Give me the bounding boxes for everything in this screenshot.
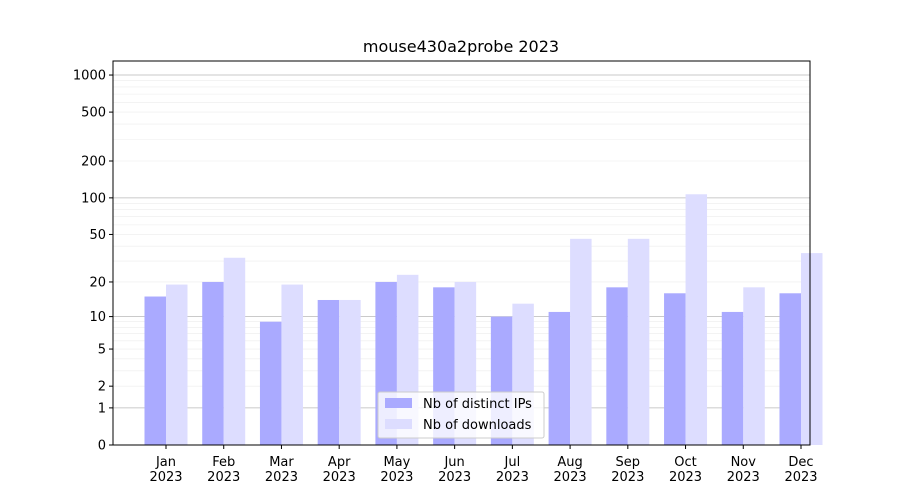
y-tick-label: 50 bbox=[89, 228, 106, 243]
y-tick-label: 200 bbox=[81, 155, 106, 170]
x-tick-label: Oct 2023 bbox=[669, 455, 702, 485]
x-tick-label: Nov 2023 bbox=[727, 455, 760, 485]
x-tick-label-line: Dec bbox=[788, 455, 813, 470]
x-tick-label-line: 2023 bbox=[496, 470, 529, 485]
x-tick-label-line: 2023 bbox=[323, 470, 356, 485]
y-tick-label: 10 bbox=[89, 310, 106, 325]
x-tick-label-line: 2023 bbox=[149, 470, 182, 485]
x-tick-label-line: Feb bbox=[212, 455, 235, 470]
x-tick-label-line: 2023 bbox=[265, 470, 298, 485]
y-axis: 0 1 2 5 10 20 50 100 200 500 1000 bbox=[73, 69, 113, 454]
x-tick-label: Jun 2023 bbox=[438, 455, 471, 485]
bar bbox=[144, 296, 166, 445]
bar bbox=[721, 311, 744, 445]
y-tick-label: 500 bbox=[81, 106, 106, 121]
bar bbox=[606, 287, 628, 445]
bar bbox=[223, 257, 246, 445]
legend: Nb of distinct IPs Nb of downloads bbox=[377, 391, 545, 439]
x-tick-label-line: 2023 bbox=[207, 470, 240, 485]
bar bbox=[339, 299, 361, 445]
y-tick-label: 100 bbox=[81, 191, 106, 206]
bar bbox=[743, 287, 765, 445]
x-tick-label-line: Sep bbox=[616, 455, 641, 470]
x-tick-label-line: Nov bbox=[731, 455, 757, 470]
bar bbox=[664, 293, 686, 445]
y-tick-label: 0 bbox=[98, 439, 106, 454]
bar bbox=[259, 321, 282, 445]
x-tick-label-line: Jun bbox=[443, 455, 464, 470]
x-tick-label: Jul 2023 bbox=[496, 455, 529, 485]
bar bbox=[779, 293, 801, 445]
x-tick-label-line: Apr bbox=[328, 455, 351, 470]
legend-label-downloads: Nb of downloads bbox=[423, 418, 532, 433]
legend-swatch-downloads bbox=[385, 419, 412, 429]
bars bbox=[144, 194, 823, 445]
x-tick-label-line: Aug bbox=[557, 455, 582, 470]
bar bbox=[281, 284, 303, 445]
legend-label-ips: Nb of distinct IPs bbox=[423, 397, 532, 412]
bar bbox=[801, 253, 823, 445]
bar bbox=[570, 238, 592, 445]
x-tick-label-line: Mar bbox=[269, 455, 294, 470]
y-tick-label: 5 bbox=[98, 343, 106, 358]
x-tick-label-line: Oct bbox=[674, 455, 696, 470]
bar bbox=[202, 281, 224, 445]
bar bbox=[685, 194, 708, 445]
y-tick-label: 1 bbox=[98, 401, 106, 416]
chart-title: mouse430a2probe 2023 bbox=[363, 37, 559, 56]
x-tick-label-line: 2023 bbox=[380, 470, 413, 485]
x-tick-label-line: 2023 bbox=[784, 470, 817, 485]
x-tick-label-line: 2023 bbox=[438, 470, 471, 485]
bar bbox=[627, 238, 650, 445]
x-tick-label: Sep 2023 bbox=[611, 455, 644, 485]
x-tick-label: May 2023 bbox=[380, 455, 413, 485]
y-tick-label: 1000 bbox=[73, 69, 106, 84]
x-tick-label-line: Jan bbox=[155, 455, 176, 470]
x-tick-label: Dec 2023 bbox=[784, 455, 817, 485]
x-tick-label-line: May bbox=[383, 455, 410, 470]
y-tick-label: 20 bbox=[89, 275, 106, 290]
plot-frame bbox=[112, 60, 811, 446]
bar bbox=[548, 311, 571, 445]
x-tick-label: Mar 2023 bbox=[265, 455, 298, 485]
x-tick-label-line: 2023 bbox=[554, 470, 587, 485]
legend-swatch-ips bbox=[385, 398, 412, 408]
x-tick-label: Apr 2023 bbox=[323, 455, 356, 485]
bar bbox=[317, 299, 340, 445]
x-tick-label-line: 2023 bbox=[611, 470, 644, 485]
y-tick-label: 2 bbox=[98, 380, 106, 395]
x-tick-label: Feb 2023 bbox=[207, 455, 240, 485]
x-tick-label-line: 2023 bbox=[727, 470, 760, 485]
x-tick-label-line: 2023 bbox=[669, 470, 702, 485]
legend-box bbox=[377, 391, 545, 439]
x-tick-label-line: Jul bbox=[504, 455, 521, 470]
bar bbox=[166, 284, 188, 445]
x-tick-label: Jan 2023 bbox=[149, 455, 182, 485]
x-tick-label: Aug 2023 bbox=[554, 455, 587, 485]
